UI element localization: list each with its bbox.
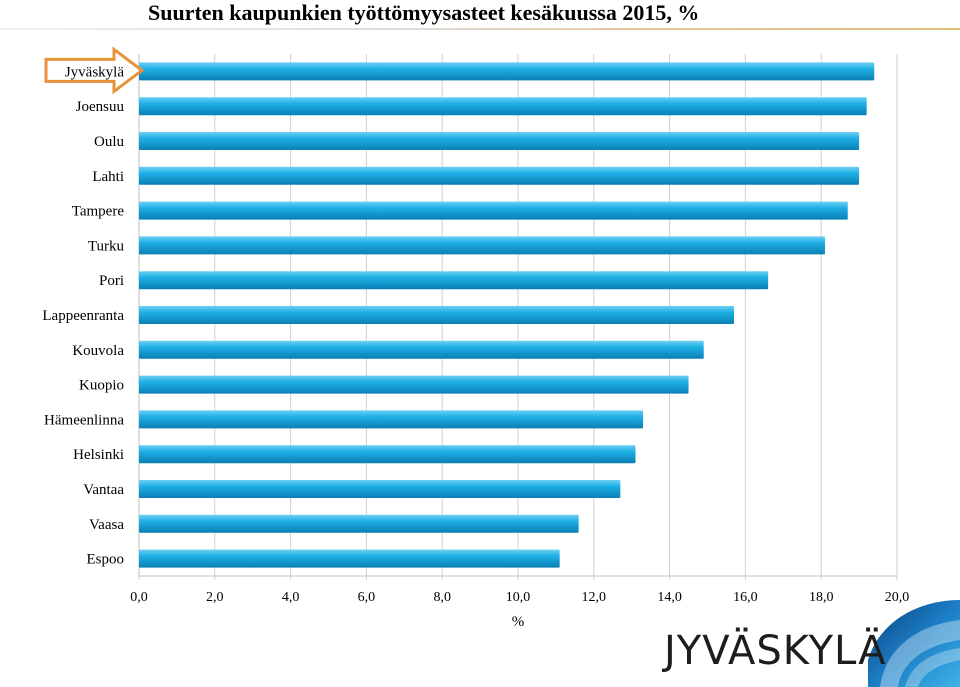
jyvaskyla-logo-text: JYVÄSKYLÄ: [664, 628, 887, 674]
x-tick-label: 18,0: [809, 590, 834, 605]
bar: [139, 201, 848, 220]
category-label: Helsinki: [73, 447, 124, 463]
category-labels: Jyväskylä Joensuu Oulu Lahti Tampere Turku Por…: [42, 46, 145, 568]
bar: [139, 97, 867, 116]
category-label: Pori: [99, 273, 124, 289]
x-tick-label: 10,0: [506, 590, 531, 605]
x-tick-label: 12,0: [582, 590, 607, 605]
bar: [139, 514, 579, 533]
city-logo-wave-graphic: [868, 600, 960, 687]
bar: [139, 480, 621, 498]
category-label: Hämeenlinna: [44, 412, 124, 428]
category-label: Vantaa: [83, 482, 124, 498]
category-label: Kuopio: [79, 378, 124, 394]
bar: [139, 375, 689, 394]
bar: [139, 62, 875, 81]
highlight-arrow: [44, 46, 145, 95]
x-tick-label: 8,0: [433, 590, 451, 605]
chart-title: Suurten kaupunkien työttömyysasteet kesä…: [148, 0, 700, 25]
x-tick-label: 20,0: [885, 590, 910, 605]
bar: [139, 340, 704, 359]
category-label: Turku: [88, 238, 125, 254]
bar: [139, 271, 769, 290]
x-tick-label: 2,0: [206, 590, 224, 605]
title-divider: [0, 28, 960, 30]
bar: [139, 410, 644, 429]
category-label: Vaasa: [89, 517, 124, 533]
category-label: Joensuu: [76, 99, 125, 115]
x-tick-label: 14,0: [657, 590, 682, 605]
category-label: Espoo: [87, 552, 125, 568]
bar: [139, 306, 735, 324]
x-tick-label: 0,0: [130, 590, 148, 605]
bar: [139, 132, 860, 150]
category-label: Tampere: [72, 204, 125, 220]
category-label: Lahti: [92, 169, 124, 185]
x-tick-label: 6,0: [358, 590, 376, 605]
category-label: Kouvola: [72, 343, 124, 359]
x-tick-label: 4,0: [282, 590, 300, 605]
x-tick-label: 16,0: [733, 590, 758, 605]
x-tick-labels: 0,0 2,0 4,0 6,0 8,0 10,0 12,0 14,0 16,0 18,0 20,0: [130, 590, 909, 605]
bar: [139, 549, 560, 568]
category-label: Oulu: [94, 134, 125, 150]
bar: [139, 445, 636, 464]
bar: [139, 236, 825, 255]
category-label: Lappeenranta: [42, 308, 124, 324]
x-axis-label: %: [512, 614, 525, 630]
bar: [139, 166, 860, 185]
category-label: Jyväskylä: [65, 64, 125, 80]
bars: [139, 62, 875, 568]
